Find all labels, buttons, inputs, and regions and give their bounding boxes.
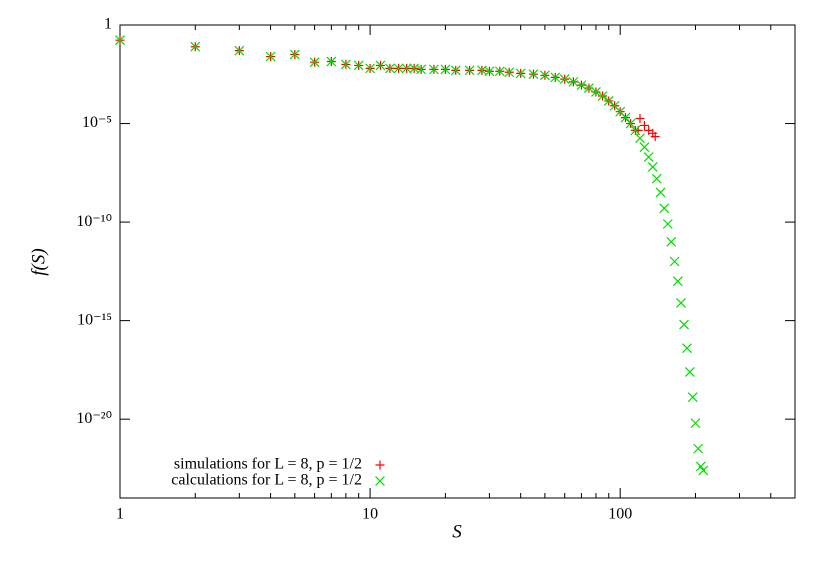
data-point: [576, 80, 587, 91]
data-point: [672, 276, 683, 287]
data-point: [234, 45, 245, 56]
legend-marker: [375, 476, 385, 486]
data-point: [693, 443, 704, 454]
data-point: [676, 298, 686, 308]
data-point: [659, 203, 670, 214]
legend-marker: [375, 460, 385, 470]
y-tick-label: 10⁻²⁰: [76, 410, 112, 427]
data-point: [669, 256, 680, 267]
data-point: [635, 114, 645, 124]
data-point: [651, 173, 662, 184]
data-point: [584, 83, 594, 94]
data-point: [353, 60, 364, 71]
x-axis-label: S: [452, 521, 462, 542]
data-point: [559, 74, 570, 85]
data-point: [643, 152, 654, 162]
data-point: [539, 70, 550, 81]
x-tick-label: 100: [608, 506, 632, 523]
data-point: [625, 118, 636, 129]
data-point: [650, 132, 660, 142]
data-point: [679, 319, 689, 330]
data-point: [655, 187, 666, 198]
data-point: [384, 63, 395, 74]
y-tick-label: 10⁻¹⁵: [77, 311, 112, 328]
data-point: [450, 65, 461, 76]
data-point: [504, 67, 515, 78]
data-point: [429, 64, 439, 75]
data-point: [662, 219, 673, 229]
data-point: [401, 63, 412, 74]
data-point: [326, 56, 337, 67]
data-point: [440, 64, 451, 75]
data-point: [416, 64, 427, 75]
x-tick-label: 10: [362, 506, 378, 523]
data-point: [289, 49, 300, 60]
data-point: [265, 51, 276, 62]
data-point: [190, 41, 201, 52]
data-point: [687, 392, 698, 403]
data-point: [568, 76, 579, 87]
data-point: [647, 161, 658, 172]
data-point: [365, 63, 376, 74]
data-point: [630, 125, 641, 136]
data-point: [690, 418, 701, 429]
y-tick-label: 1: [104, 16, 112, 33]
legend-label: calculations for L = 8, p = 1/2: [171, 472, 362, 489]
data-point: [591, 87, 601, 97]
data-point: [309, 57, 320, 68]
y-tick-label: 10⁻¹⁰: [76, 213, 112, 230]
x-tick-label: 1: [116, 506, 124, 523]
data-point: [115, 35, 125, 46]
data-point: [666, 236, 677, 247]
data-point: [515, 68, 526, 79]
data-point: [698, 465, 709, 476]
plot-frame: [119, 24, 796, 499]
data-point: [484, 66, 495, 77]
y-tick-label: 10⁻⁵: [82, 114, 112, 131]
legend-label: simulations for L = 8, p = 1/2: [174, 456, 362, 473]
data-point: [635, 133, 645, 144]
data-point: [639, 120, 649, 130]
data-point: [528, 69, 539, 80]
data-point: [393, 63, 404, 74]
data-point: [682, 343, 692, 354]
data-point: [684, 366, 695, 377]
data-point: [494, 66, 505, 77]
data-point: [620, 112, 631, 123]
data-point: [639, 142, 650, 153]
data-point: [597, 91, 608, 101]
data-point: [550, 72, 561, 83]
data-point: [603, 96, 614, 106]
data-point: [340, 59, 351, 70]
data-point: [464, 65, 475, 76]
data-point: [375, 60, 386, 71]
y-axis-label: f(S): [28, 248, 49, 275]
